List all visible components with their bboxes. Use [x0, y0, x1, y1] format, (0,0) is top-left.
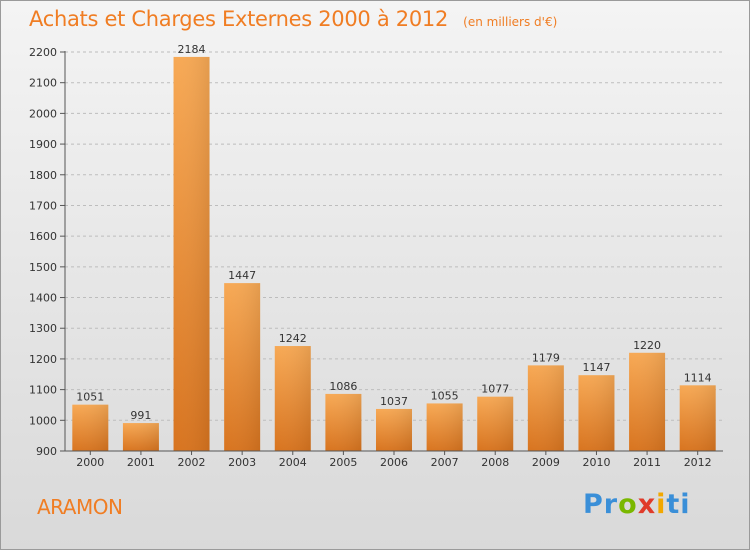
y-tick-label: 2000 — [29, 107, 57, 120]
y-tick-label: 1700 — [29, 199, 57, 212]
data-label: 1179 — [532, 351, 560, 364]
bar-shade — [122, 423, 159, 451]
y-tick-label: 1500 — [29, 261, 57, 274]
bar-shade — [426, 403, 463, 451]
x-tick-label: 2012 — [684, 456, 712, 469]
data-label: 1077 — [481, 383, 509, 396]
data-label: 1086 — [329, 380, 357, 393]
y-tick-label: 1300 — [29, 322, 57, 335]
logo-letter: P — [583, 489, 604, 520]
chart-unit: (en milliers d'€) — [463, 15, 558, 29]
logo-letter: x — [637, 489, 657, 520]
logo-letter: ti — [666, 489, 691, 520]
y-tick-label: 2100 — [29, 77, 57, 90]
x-tick-label: 2008 — [481, 456, 509, 469]
data-label: 1055 — [431, 389, 459, 402]
data-label: 1220 — [633, 339, 661, 352]
x-tick-label: 2003 — [228, 456, 256, 469]
y-tick-label: 1600 — [29, 230, 57, 243]
x-tick-label: 2005 — [329, 456, 357, 469]
bar-shade — [629, 352, 666, 451]
commune-name: ARAMON — [37, 495, 123, 519]
x-tick-label: 2006 — [380, 456, 408, 469]
data-label: 1037 — [380, 395, 408, 408]
data-label: 991 — [130, 409, 151, 422]
bar-shade — [325, 393, 362, 451]
x-tick-label: 2010 — [582, 456, 610, 469]
y-tick-label: 900 — [36, 445, 57, 458]
bar-shade — [376, 408, 412, 451]
chart-title-group: Achats et Charges Externes 2000 à 2012 (… — [29, 7, 557, 31]
y-tick-label: 1100 — [29, 384, 57, 397]
proxiti-logo: Proxiti — [583, 489, 691, 520]
bar-shade — [72, 404, 109, 451]
data-label: 1447 — [228, 269, 256, 282]
data-label: 1242 — [279, 332, 307, 345]
bar-shade — [578, 375, 615, 451]
x-tick-label: 2011 — [633, 456, 661, 469]
data-label: 1114 — [684, 371, 712, 384]
data-label: 2184 — [178, 43, 206, 56]
x-tick-label: 2004 — [279, 456, 307, 469]
x-tick-label: 2002 — [178, 456, 206, 469]
bar-shade — [527, 365, 564, 451]
x-tick-label: 2001 — [127, 456, 155, 469]
y-tick-label: 1000 — [29, 414, 57, 427]
y-tick-label: 1400 — [29, 292, 57, 305]
bar-shade — [477, 396, 514, 451]
bar-shade — [224, 283, 261, 451]
bar-shade — [173, 56, 210, 452]
x-tick-label: 2007 — [431, 456, 459, 469]
bar-shade — [274, 346, 311, 451]
bar-shade — [679, 385, 716, 451]
y-tick-label: 1900 — [29, 138, 57, 151]
data-label: 1051 — [76, 391, 104, 404]
logo-letter: o — [618, 489, 638, 520]
logo-letter: r — [603, 489, 619, 520]
y-tick-label: 1800 — [29, 169, 57, 182]
y-tick-label: 1200 — [29, 353, 57, 366]
logo-letter: i — [656, 489, 667, 520]
chart-title: Achats et Charges Externes 2000 à 2012 — [29, 7, 449, 31]
data-label: 1147 — [582, 361, 610, 374]
y-tick-label: 2200 — [29, 46, 57, 59]
x-tick-label: 2009 — [532, 456, 560, 469]
x-tick-label: 2000 — [76, 456, 104, 469]
